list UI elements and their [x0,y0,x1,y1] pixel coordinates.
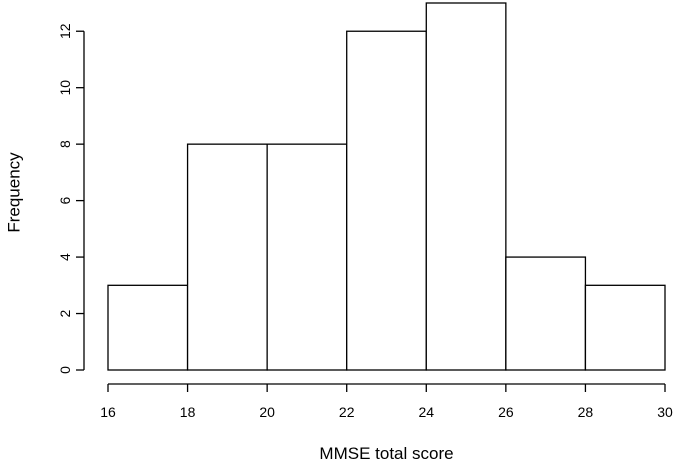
x-tick-label: 26 [498,404,514,420]
y-tick-label: 4 [57,253,73,261]
histogram-bar-20-22 [266,143,348,371]
histogram-bars [107,2,666,371]
histogram-bar-28-30 [584,284,666,371]
histogram-bar-18-20 [186,143,268,371]
y-tick-label: 10 [57,80,73,96]
x-tick-label: 28 [578,404,594,420]
y-axis-title: Frequency [5,152,24,233]
histogram-bar-16-18 [107,284,189,371]
y-axis: 0 2 4 6 8 10 12 [57,23,85,374]
histogram-bar-22-24 [346,30,427,371]
x-axis: 16 18 20 22 24 26 28 30 [100,383,673,420]
x-tick-label: 20 [259,404,275,420]
y-tick-label: 0 [57,366,73,374]
y-tick-label: 6 [57,197,73,205]
x-axis-title: MMSE total score [319,444,453,463]
y-tick-label: 2 [57,309,73,317]
histogram-bar-24-26 [425,2,507,371]
y-tick-label: 8 [57,140,73,148]
x-tick-label: 16 [100,404,116,420]
histogram-bar-26-28 [505,256,587,371]
x-tick-label: 30 [657,404,673,420]
x-tick-label: 18 [180,404,196,420]
x-tick-label: 22 [339,404,355,420]
y-tick-label: 12 [57,23,73,39]
x-tick-label: 24 [418,404,434,420]
